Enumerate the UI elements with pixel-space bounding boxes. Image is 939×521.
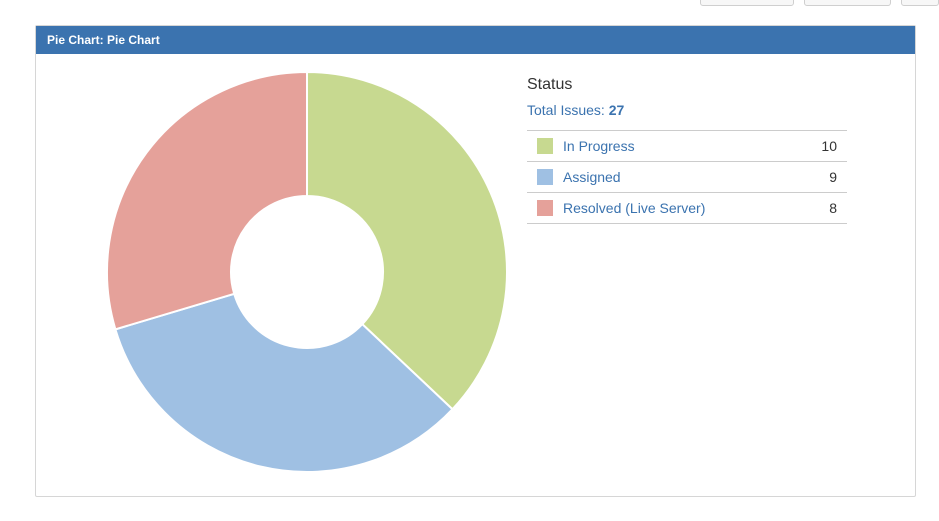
legend-value: 8 (829, 200, 837, 216)
legend-row-resolved: Resolved (Live Server) 8 (527, 193, 847, 224)
legend-row-assigned: Assigned 9 (527, 162, 847, 193)
total-issues-value: 27 (608, 102, 625, 118)
header-button-1[interactable] (700, 0, 794, 6)
legend-value: 10 (821, 138, 837, 154)
chart-legend: Status Total Issues: 27 In Progress 10 A… (527, 75, 847, 224)
legend-title: Status (527, 76, 573, 93)
legend-label[interactable]: Resolved (Live Server) (563, 200, 706, 216)
panel-title: Pie Chart: Pie Chart (36, 26, 915, 54)
total-issues-label: Total Issues: (527, 102, 605, 118)
pie-slice-assigned[interactable] (114, 292, 454, 473)
total-issues: Total Issues: 27 (527, 101, 847, 119)
pie-slice-resolved-live-server[interactable] (106, 70, 308, 331)
pie-slice-in-progress[interactable] (306, 70, 508, 411)
legend-swatch (537, 169, 553, 185)
legend-swatch (537, 200, 553, 216)
header-button-2[interactable] (804, 0, 891, 6)
legend-label[interactable]: In Progress (563, 138, 635, 154)
legend-row-in-progress: In Progress 10 (527, 131, 847, 162)
legend-table: In Progress 10 Assigned 9 Resolved (Live… (527, 130, 847, 224)
legend-label[interactable]: Assigned (563, 169, 621, 185)
legend-swatch (537, 138, 553, 154)
legend-value: 9 (829, 169, 837, 185)
